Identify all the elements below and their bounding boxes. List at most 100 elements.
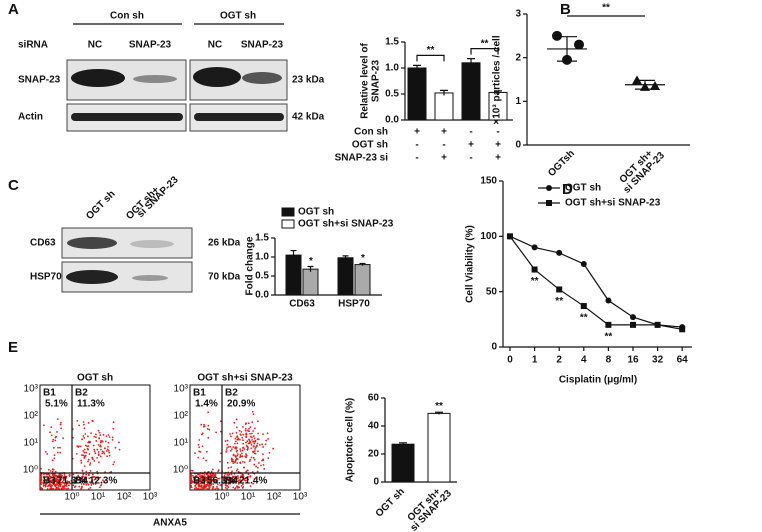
- event-dot: [241, 476, 244, 479]
- band: [66, 270, 118, 284]
- event-dot: [227, 467, 230, 469]
- event-dot: [233, 421, 236, 424]
- event-dot: [43, 473, 45, 476]
- event-dot: [87, 458, 90, 461]
- event-dot: [87, 460, 89, 463]
- event-dot: [101, 452, 104, 455]
- event-dot: [242, 426, 244, 428]
- event-dot: [231, 432, 234, 435]
- event-dot: [88, 464, 91, 466]
- event-dot: [267, 457, 270, 460]
- event-dot: [229, 482, 232, 485]
- event-dot: [84, 433, 87, 435]
- quadrant-label: 21.4%: [239, 476, 267, 487]
- event-dot: [203, 482, 206, 485]
- event-dot: [262, 446, 265, 448]
- x-tick-label: 10²: [267, 492, 282, 503]
- event-dot: [225, 480, 228, 483]
- event-dot: [118, 441, 120, 444]
- event-dot: [81, 485, 83, 488]
- event-dot: [84, 454, 87, 457]
- event-dot: [59, 485, 62, 488]
- event-dot: [239, 461, 242, 464]
- event-dot: [103, 480, 106, 483]
- event-dot: [40, 467, 42, 470]
- event-dot: [227, 479, 230, 482]
- x-tick-label: CD63: [289, 299, 315, 310]
- event-dot: [230, 448, 233, 451]
- event-dot: [214, 474, 216, 477]
- event-dot: [91, 456, 93, 459]
- y-tick-label: 3: [515, 9, 521, 20]
- event-dot: [261, 443, 264, 446]
- event-dot: [52, 446, 55, 449]
- event-dot: [44, 483, 47, 486]
- event-dot: [245, 453, 247, 455]
- event-dot: [98, 431, 101, 434]
- event-dot: [94, 483, 97, 485]
- event-dot: [253, 458, 256, 461]
- event-dot: [217, 488, 220, 490]
- event-dot: [243, 461, 246, 464]
- event-dot: [205, 450, 208, 453]
- event-dot: [225, 449, 228, 451]
- event-dot: [93, 448, 96, 451]
- event-dot: [230, 466, 233, 469]
- row-label: HSP70: [30, 272, 62, 283]
- error-bar: [557, 36, 577, 62]
- event-dot: [46, 487, 49, 490]
- event-dot: [202, 477, 204, 480]
- event-dot: [240, 452, 243, 455]
- event-dot: [100, 484, 102, 487]
- condition-label: Con sh: [354, 127, 388, 138]
- band: [71, 69, 125, 87]
- event-dot: [199, 450, 202, 453]
- event-dot: [56, 431, 58, 433]
- quadrant-label: B4: [75, 476, 88, 487]
- event-dot: [72, 473, 75, 476]
- band: [67, 237, 117, 249]
- y-axis-label: Relative level of: [360, 43, 371, 119]
- y-tick-label: 40: [368, 421, 380, 432]
- error-bar: [467, 58, 475, 67]
- significance: *: [309, 256, 313, 267]
- event-dot: [81, 477, 84, 480]
- event-dot: [85, 451, 88, 454]
- event-dot: [249, 426, 252, 429]
- y-axis-label: ×10³ particles / cell: [492, 35, 503, 124]
- event-dot: [200, 476, 203, 479]
- event-dot: [42, 475, 45, 478]
- event-dot: [74, 485, 77, 488]
- event-dot: [88, 453, 91, 455]
- event-dot: [42, 424, 45, 427]
- event-dot: [40, 477, 42, 480]
- event-dot: [194, 477, 197, 480]
- event-dot: [65, 482, 68, 485]
- event-dot: [68, 473, 71, 476]
- event-dot: [42, 481, 44, 484]
- event-dot: [63, 482, 66, 484]
- event-dot: [217, 470, 220, 473]
- event-dot: [226, 485, 229, 487]
- event-dot: [62, 437, 65, 440]
- event-dot: [79, 445, 82, 448]
- event-dot: [207, 474, 209, 477]
- event-dot: [253, 480, 256, 483]
- event-dot: [190, 469, 192, 472]
- event-dot: [235, 447, 238, 450]
- event-dot: [236, 442, 239, 445]
- event-dot: [214, 480, 217, 483]
- event-dot: [242, 439, 244, 442]
- y-tick-label: 10⁰: [23, 465, 38, 476]
- event-dot: [83, 476, 86, 479]
- event-dot: [219, 460, 221, 463]
- size-label: 26 kDa: [208, 238, 241, 249]
- marker: [605, 321, 612, 328]
- significance: *: [361, 253, 365, 264]
- event-dot: [241, 455, 244, 458]
- event-dot: [197, 443, 200, 446]
- line: [509, 235, 683, 328]
- event-dot: [61, 488, 64, 490]
- event-dot: [235, 426, 238, 429]
- event-dot: [244, 477, 247, 480]
